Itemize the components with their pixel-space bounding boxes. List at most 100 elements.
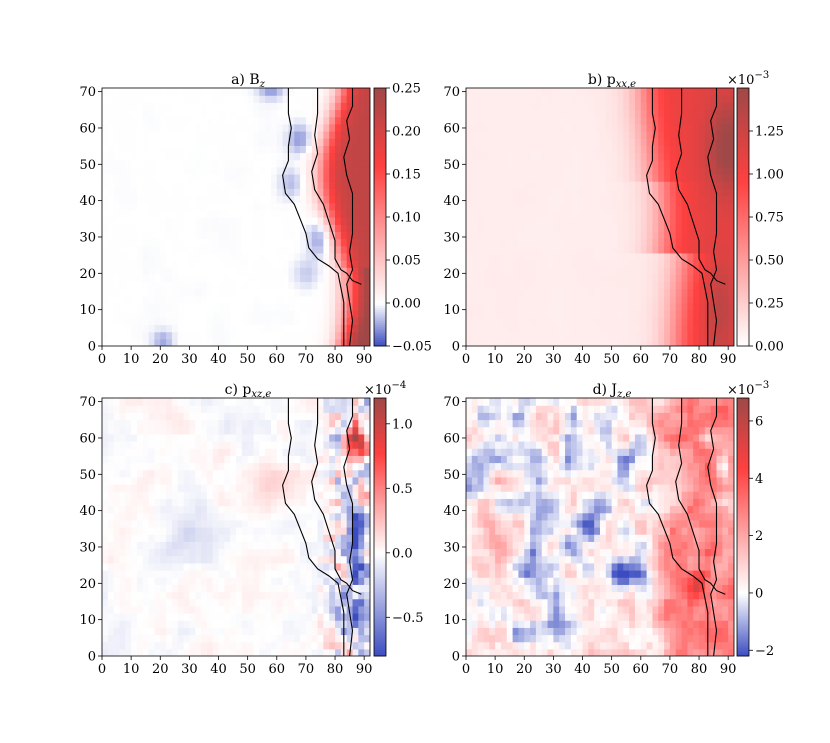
heatmap-cell xyxy=(358,95,364,103)
heatmap-cell xyxy=(108,420,114,428)
heatmap-cell xyxy=(119,332,125,340)
heatmap-cell xyxy=(687,181,693,189)
heatmap-cell xyxy=(184,217,190,225)
heatmap-cell xyxy=(160,296,166,304)
heatmap-cell xyxy=(629,110,635,118)
heatmap-cell xyxy=(253,635,259,643)
heatmap-cell xyxy=(329,167,335,175)
heatmap-cell xyxy=(466,138,472,146)
heatmap-cell xyxy=(271,174,277,182)
heatmap-cell xyxy=(524,289,530,297)
heatmap-cell xyxy=(114,196,120,204)
heatmap-cell xyxy=(300,274,306,282)
heatmap-cell xyxy=(294,246,300,254)
heatmap-cell xyxy=(242,606,248,614)
heatmap-cell xyxy=(189,296,195,304)
heatmap-cell xyxy=(553,325,559,333)
heatmap-cell xyxy=(236,124,242,132)
heatmap-cell xyxy=(722,188,728,196)
heatmap-cell xyxy=(213,167,219,175)
heatmap-cell xyxy=(114,448,120,456)
heatmap-cell xyxy=(207,491,213,499)
heatmap-cell xyxy=(283,434,289,442)
heatmap-cell xyxy=(483,267,489,275)
heatmap-cell xyxy=(219,153,225,161)
heatmap-cell xyxy=(288,642,294,650)
heatmap-cell xyxy=(466,102,472,110)
heatmap-cell xyxy=(119,448,125,456)
heatmap-cell xyxy=(114,239,120,247)
heatmap-cell xyxy=(242,95,248,103)
heatmap-cell xyxy=(306,477,312,485)
heatmap-cell xyxy=(294,448,300,456)
heatmap-cell xyxy=(693,210,699,218)
heatmap-cell xyxy=(553,203,559,211)
heatmap-cell xyxy=(542,131,548,139)
heatmap-cell xyxy=(583,231,589,239)
heatmap-cell xyxy=(501,102,507,110)
heatmap-cell xyxy=(213,455,219,463)
heatmap-cell xyxy=(108,88,114,96)
heatmap-cell xyxy=(288,477,294,485)
heatmap-cell xyxy=(513,138,519,146)
heatmap-cell xyxy=(606,138,612,146)
heatmap-cell xyxy=(722,196,728,204)
heatmap-cell xyxy=(102,405,108,413)
heatmap-cell xyxy=(722,181,728,189)
heatmap-cell xyxy=(682,210,688,218)
heatmap-cell xyxy=(253,267,259,275)
heatmap-cell xyxy=(635,138,641,146)
heatmap-cell xyxy=(201,606,207,614)
heatmap-cell xyxy=(594,117,600,125)
heatmap-cell xyxy=(160,174,166,182)
heatmap-cell xyxy=(600,160,606,168)
heatmap-cell xyxy=(265,570,271,578)
heatmap-cell xyxy=(553,260,559,268)
heatmap-cell xyxy=(478,138,484,146)
heatmap-cell xyxy=(518,145,524,153)
heatmap-cell xyxy=(472,267,478,275)
heatmap-cell xyxy=(248,635,254,643)
heatmap-cell xyxy=(513,332,519,340)
heatmap-cell xyxy=(693,145,699,153)
heatmap-cell xyxy=(114,412,120,420)
heatmap-cell xyxy=(536,88,542,96)
heatmap-cell xyxy=(131,620,137,628)
heatmap-cell xyxy=(242,117,248,125)
heatmap-cell xyxy=(102,296,108,304)
heatmap-cell xyxy=(195,405,201,413)
heatmap-cell xyxy=(583,95,589,103)
heatmap-cell xyxy=(329,274,335,282)
heatmap-cell xyxy=(288,620,294,628)
heatmap-cell xyxy=(149,498,155,506)
heatmap-cell xyxy=(201,110,207,118)
heatmap-cell xyxy=(236,224,242,232)
heatmap-cell xyxy=(166,470,172,478)
heatmap-cell xyxy=(195,635,201,643)
heatmap-cell xyxy=(682,267,688,275)
heatmap-cell xyxy=(166,405,172,413)
heatmap-cell xyxy=(259,649,265,657)
heatmap-cell xyxy=(195,260,201,268)
heatmap-cell xyxy=(224,310,230,318)
heatmap-cell xyxy=(271,124,277,132)
heatmap-cell xyxy=(224,203,230,211)
heatmap-cell xyxy=(705,253,711,261)
heatmap-cell xyxy=(524,188,530,196)
heatmap-cell xyxy=(306,513,312,521)
heatmap-cell xyxy=(358,217,364,225)
heatmap-cell xyxy=(178,584,184,592)
heatmap-cell xyxy=(658,138,664,146)
heatmap-cell xyxy=(306,303,312,311)
heatmap-cell xyxy=(213,398,219,406)
heatmap-cell xyxy=(283,620,289,628)
heatmap-cell xyxy=(166,110,172,118)
heatmap-cell xyxy=(248,310,254,318)
heatmap-cell xyxy=(524,303,530,311)
heatmap-cell xyxy=(358,167,364,175)
heatmap-cell xyxy=(513,274,519,282)
colorbar-tick-label: 0.25 xyxy=(755,297,784,312)
heatmap-cell xyxy=(224,124,230,132)
heatmap-cell xyxy=(166,592,172,600)
heatmap-cell xyxy=(288,398,294,406)
